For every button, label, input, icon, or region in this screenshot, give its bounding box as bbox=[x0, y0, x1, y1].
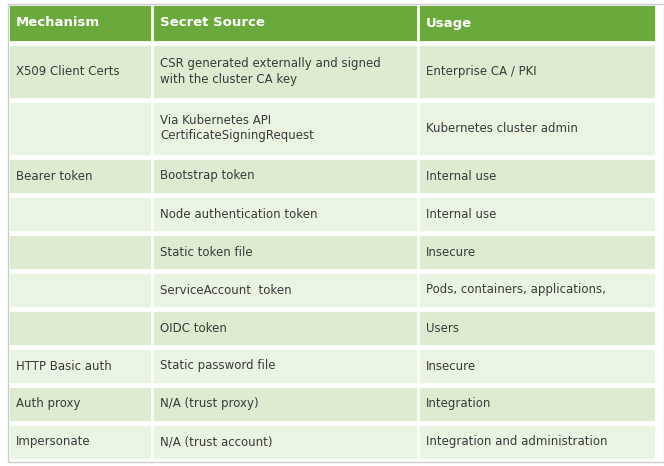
Bar bbox=[152, 424, 418, 460]
Bar bbox=[8, 234, 152, 270]
Bar bbox=[8, 196, 152, 232]
Text: N/A (trust account): N/A (trust account) bbox=[160, 436, 272, 448]
Bar bbox=[152, 196, 418, 232]
Text: CSR generated externally and signed
with the cluster CA key: CSR generated externally and signed with… bbox=[160, 57, 380, 85]
Text: Auth proxy: Auth proxy bbox=[16, 397, 80, 411]
Text: N/A (trust proxy): N/A (trust proxy) bbox=[160, 397, 258, 411]
Text: Static password file: Static password file bbox=[160, 359, 276, 372]
Text: Pods, containers, applications,: Pods, containers, applications, bbox=[426, 283, 610, 296]
Bar bbox=[8, 158, 152, 194]
Bar bbox=[8, 272, 152, 308]
Bar bbox=[8, 348, 152, 384]
Text: Mechanism: Mechanism bbox=[16, 16, 100, 29]
Text: Insecure: Insecure bbox=[426, 359, 476, 372]
Bar bbox=[8, 424, 152, 460]
Text: Static token file: Static token file bbox=[160, 246, 252, 259]
Bar bbox=[8, 101, 152, 156]
Text: Users: Users bbox=[426, 322, 459, 335]
Text: Integration: Integration bbox=[426, 397, 491, 411]
Text: X509 Client Certs: X509 Client Certs bbox=[16, 65, 120, 78]
Text: Insecure: Insecure bbox=[426, 246, 476, 259]
Bar bbox=[418, 101, 656, 156]
Text: Kubernetes cluster admin: Kubernetes cluster admin bbox=[426, 122, 578, 135]
Bar bbox=[418, 234, 656, 270]
Bar bbox=[152, 348, 418, 384]
Bar bbox=[418, 310, 656, 346]
Bar bbox=[152, 4, 418, 42]
Bar bbox=[152, 44, 418, 99]
Bar bbox=[152, 101, 418, 156]
Bar bbox=[152, 234, 418, 270]
Bar bbox=[8, 386, 152, 422]
Text: Secret Source: Secret Source bbox=[160, 16, 265, 29]
Text: Via Kubernetes API
CertificateSigningRequest: Via Kubernetes API CertificateSigningReq… bbox=[160, 115, 314, 143]
Text: users: users bbox=[663, 283, 664, 296]
Bar bbox=[152, 272, 418, 308]
Bar bbox=[152, 310, 418, 346]
Bar bbox=[8, 4, 152, 42]
Text: Usage: Usage bbox=[426, 16, 472, 29]
Text: Enterprise CA / PKI: Enterprise CA / PKI bbox=[426, 65, 537, 78]
Text: Internal use: Internal use bbox=[426, 170, 497, 183]
Bar bbox=[418, 158, 656, 194]
Bar bbox=[418, 348, 656, 384]
Text: Node authentication token: Node authentication token bbox=[160, 207, 317, 220]
Bar bbox=[8, 310, 152, 346]
Text: Bootstrap token: Bootstrap token bbox=[160, 170, 254, 183]
Bar bbox=[418, 386, 656, 422]
Text: HTTP Basic auth: HTTP Basic auth bbox=[16, 359, 112, 372]
Bar bbox=[418, 196, 656, 232]
Bar bbox=[418, 44, 656, 99]
Bar bbox=[418, 424, 656, 460]
Text: ServiceAccount  token: ServiceAccount token bbox=[160, 283, 291, 296]
Text: Bearer token: Bearer token bbox=[16, 170, 92, 183]
Bar bbox=[8, 44, 152, 99]
Text: Integration and administration: Integration and administration bbox=[426, 436, 608, 448]
Bar bbox=[152, 158, 418, 194]
Bar bbox=[418, 272, 656, 308]
Text: Internal use: Internal use bbox=[426, 207, 497, 220]
Text: OIDC token: OIDC token bbox=[160, 322, 227, 335]
Text: Impersonate: Impersonate bbox=[16, 436, 90, 448]
Bar bbox=[418, 4, 656, 42]
Bar bbox=[152, 386, 418, 422]
